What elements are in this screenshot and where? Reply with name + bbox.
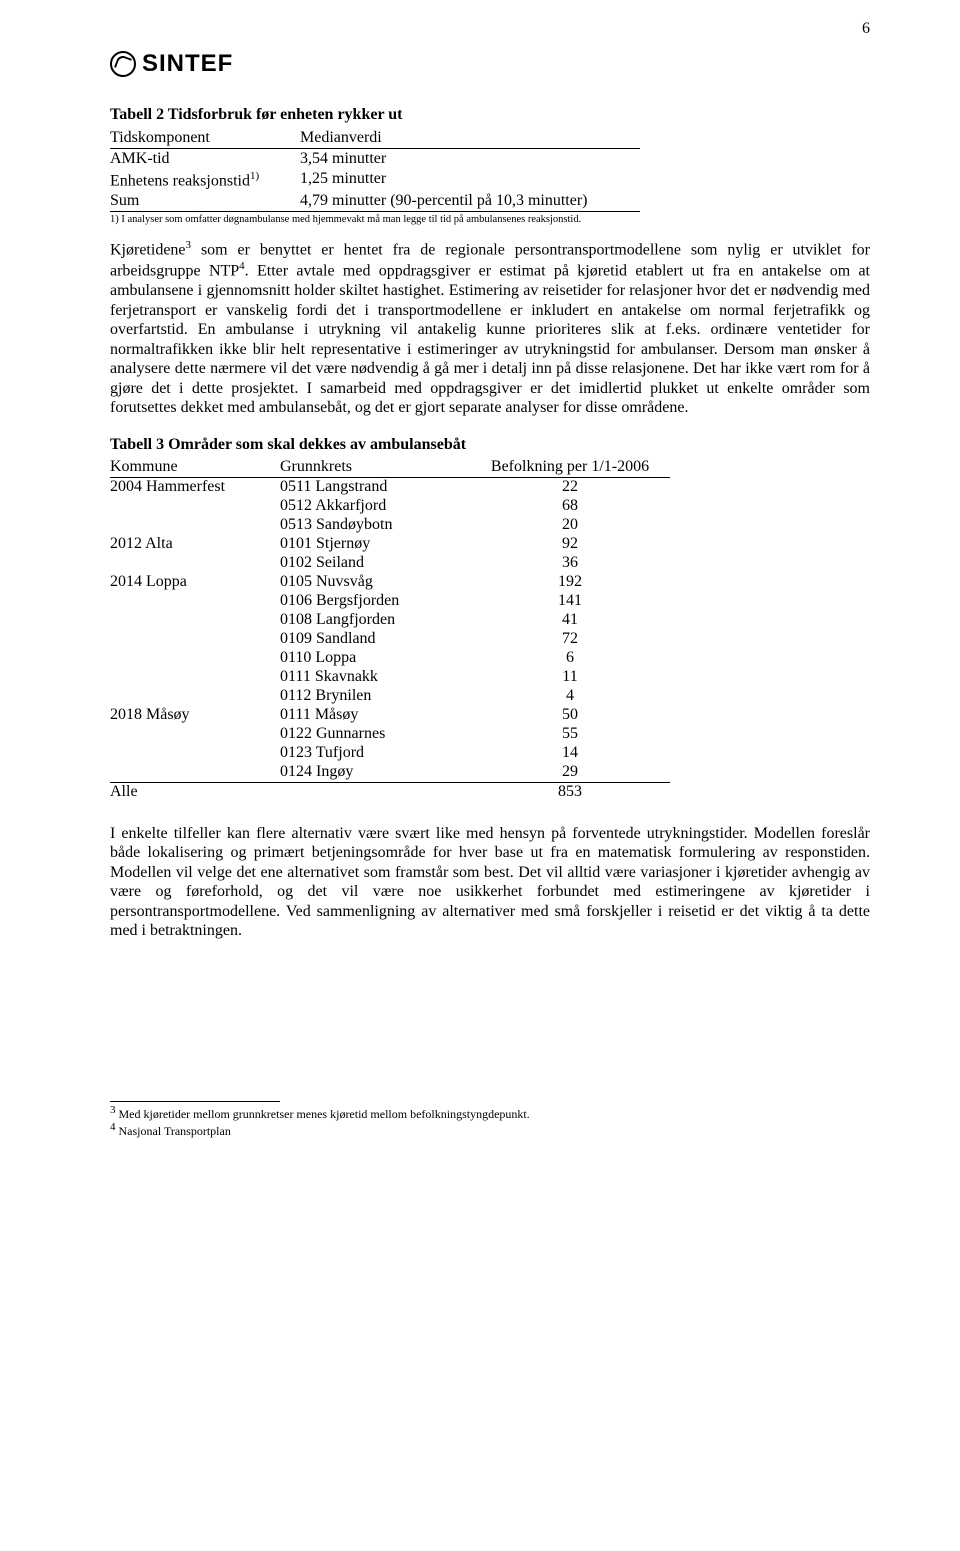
table3-cell	[110, 725, 280, 744]
table2-cell: Sum	[110, 191, 300, 212]
table3-cell: Alle	[110, 782, 280, 802]
table3-cell: 29	[470, 763, 670, 783]
table2-cell: 3,54 minutter	[300, 149, 640, 170]
table2: Tidskomponent Medianverdi AMK-tid 3,54 m…	[110, 128, 640, 212]
sintef-logo-icon	[110, 51, 136, 77]
table3-cell: 0123 Tufjord	[280, 744, 470, 763]
document-page: 6 SINTEF Tabell 2 Tidsforbruk før enhete…	[0, 0, 960, 1199]
table3-cell: 0109 Sandland	[280, 630, 470, 649]
table3-cell	[110, 592, 280, 611]
table3-row: 0106 Bergsfjorden141	[110, 592, 670, 611]
table3-cell: 55	[470, 725, 670, 744]
table3-cell: 0110 Loppa	[280, 649, 470, 668]
table3-row: 0111 Skavnakk11	[110, 668, 670, 687]
table3-cell: 192	[470, 573, 670, 592]
table3-total-row: Alle 853	[110, 782, 670, 802]
table3-head: Befolkning per 1/1-2006	[470, 458, 670, 478]
table2-cell: AMK-tid	[110, 149, 300, 170]
table3-cell: 41	[470, 611, 670, 630]
table3-cell: 0112 Brynilen	[280, 687, 470, 706]
table2-cell: 4,79 minutter (90-percentil på 10,3 minu…	[300, 191, 640, 212]
table3-cell: 0511 Langstrand	[280, 477, 470, 497]
table3-row: 0109 Sandland72	[110, 630, 670, 649]
table3-row: 0513 Sandøybotn20	[110, 516, 670, 535]
table3-row: 0112 Brynilen4	[110, 687, 670, 706]
table3-cell: 0108 Langfjorden	[280, 611, 470, 630]
table3-cell: 20	[470, 516, 670, 535]
table3-head: Kommune	[110, 458, 280, 478]
table3-row: 2018 Måsøy0111 Måsøy50	[110, 706, 670, 725]
table3-cell	[110, 497, 280, 516]
footnote-3: 3 Med kjøretider mellom grunnkretser men…	[110, 1104, 870, 1121]
table3-title: Tabell 3 Områder som skal dekkes av ambu…	[110, 436, 870, 454]
footnote-4: 4 Nasjonal Transportplan	[110, 1121, 870, 1138]
table2-title: Tabell 2 Tidsforbruk før enheten rykker …	[110, 106, 870, 124]
table3-cell	[110, 611, 280, 630]
table3-cell	[110, 649, 280, 668]
table3-cell: 36	[470, 554, 670, 573]
table2-row: Sum 4,79 minutter (90-percentil på 10,3 …	[110, 191, 640, 212]
table3-cell	[110, 630, 280, 649]
table3-cell: 2018 Måsøy	[110, 706, 280, 725]
table3-cell: 68	[470, 497, 670, 516]
table3-cell: 141	[470, 592, 670, 611]
table3-cell: 0101 Stjernøy	[280, 535, 470, 554]
paragraph-1: Kjøretidene3 som er benyttet er hentet f…	[110, 239, 870, 417]
table3-cell: 92	[470, 535, 670, 554]
footnote-rule	[110, 1101, 280, 1102]
table3-row: 0108 Langfjorden41	[110, 611, 670, 630]
table3-cell: 853	[470, 782, 670, 802]
table3: Kommune Grunnkrets Befolkning per 1/1-20…	[110, 458, 670, 802]
table2-row: AMK-tid 3,54 minutter	[110, 149, 640, 170]
table3-cell: 0513 Sandøybotn	[280, 516, 470, 535]
sintef-logo: SINTEF	[110, 50, 870, 78]
table3-row: 0102 Seiland36	[110, 554, 670, 573]
table3-cell	[280, 782, 470, 802]
table2-head-right: Medianverdi	[300, 128, 640, 149]
table3-row: 2012 Alta0101 Stjernøy92	[110, 535, 670, 554]
table2-cell: 1,25 minutter	[300, 169, 640, 191]
table3-cell	[110, 516, 280, 535]
table2-row: Enhetens reaksjonstid1) 1,25 minutter	[110, 169, 640, 191]
page-number: 6	[862, 20, 870, 38]
table3-cell: 22	[470, 477, 670, 497]
table3-row: 2004 Hammerfest0511 Langstrand22	[110, 477, 670, 497]
table3-row: 0122 Gunnarnes55	[110, 725, 670, 744]
footnotes: 3 Med kjøretider mellom grunnkretser men…	[110, 1101, 870, 1139]
table3-cell: 2014 Loppa	[110, 573, 280, 592]
table3-cell	[110, 554, 280, 573]
table3-cell: 6	[470, 649, 670, 668]
table2-cell: Enhetens reaksjonstid1)	[110, 169, 300, 191]
table3-row: 0512 Akkarfjord68	[110, 497, 670, 516]
table3-row: 0123 Tufjord14	[110, 744, 670, 763]
table3-cell	[110, 744, 280, 763]
table2-head-left: Tidskomponent	[110, 128, 300, 149]
table3-cell: 2012 Alta	[110, 535, 280, 554]
table3-cell: 72	[470, 630, 670, 649]
table3-cell	[110, 763, 280, 783]
table3-cell: 0106 Bergsfjorden	[280, 592, 470, 611]
table3-cell: 0111 Måsøy	[280, 706, 470, 725]
table3-cell: 0122 Gunnarnes	[280, 725, 470, 744]
table3-row: 0124 Ingøy29	[110, 763, 670, 783]
table3-cell: 0111 Skavnakk	[280, 668, 470, 687]
table3-cell: 0512 Akkarfjord	[280, 497, 470, 516]
sintef-logo-text: SINTEF	[142, 50, 233, 78]
table3-cell: 2004 Hammerfest	[110, 477, 280, 497]
table3-head: Grunnkrets	[280, 458, 470, 478]
paragraph-2: I enkelte tilfeller kan flere alternativ…	[110, 824, 870, 941]
table3-cell: 4	[470, 687, 670, 706]
table3-cell: 0102 Seiland	[280, 554, 470, 573]
table3-row: 2014 Loppa0105 Nuvsvåg192	[110, 573, 670, 592]
table3-cell: 0105 Nuvsvåg	[280, 573, 470, 592]
table3-cell: 11	[470, 668, 670, 687]
table3-cell: 14	[470, 744, 670, 763]
table3-cell	[110, 668, 280, 687]
table3-row: 0110 Loppa6	[110, 649, 670, 668]
table3-cell	[110, 687, 280, 706]
table2-note: 1) I analyser som omfatter døgnambulanse…	[110, 214, 870, 225]
table3-cell: 0124 Ingøy	[280, 763, 470, 783]
table3-cell: 50	[470, 706, 670, 725]
